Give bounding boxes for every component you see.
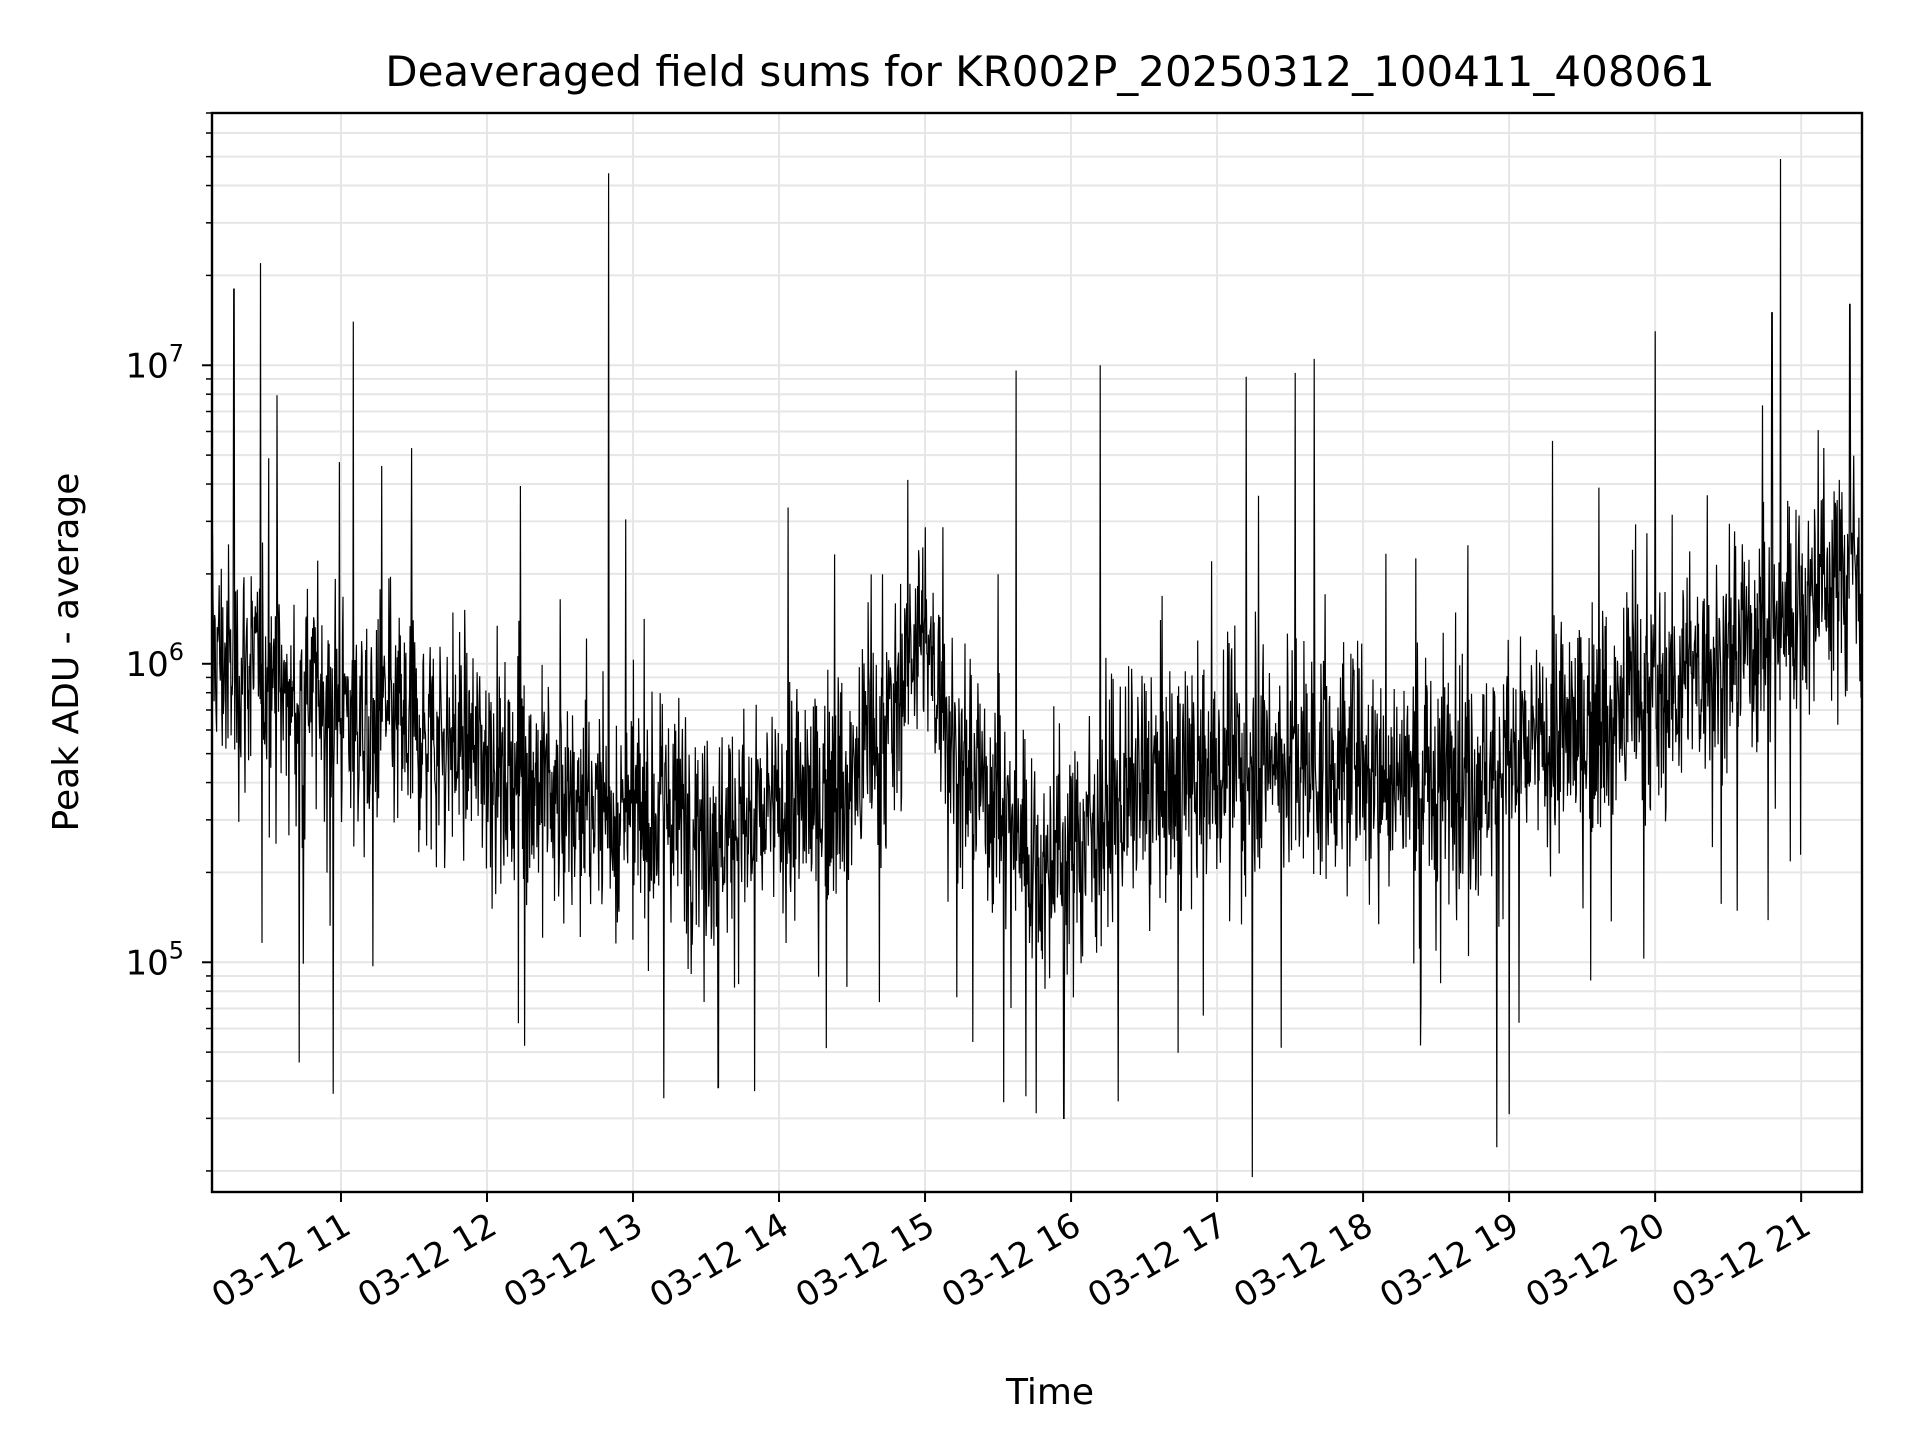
y-tick-label: 107 — [125, 339, 184, 386]
x-axis-label: Time — [1005, 1372, 1094, 1413]
series-layer — [211, 158, 1863, 1178]
plot-frame — [210, 111, 1864, 1194]
chart-title: Deaveraged field sums for KR002P_2025031… — [385, 47, 1715, 96]
y-tick-label: 106 — [125, 638, 184, 685]
y-axis-label: Peak ADU - average — [46, 473, 87, 832]
series-line — [211, 158, 1863, 1178]
y-tick-label: 105 — [125, 936, 184, 983]
